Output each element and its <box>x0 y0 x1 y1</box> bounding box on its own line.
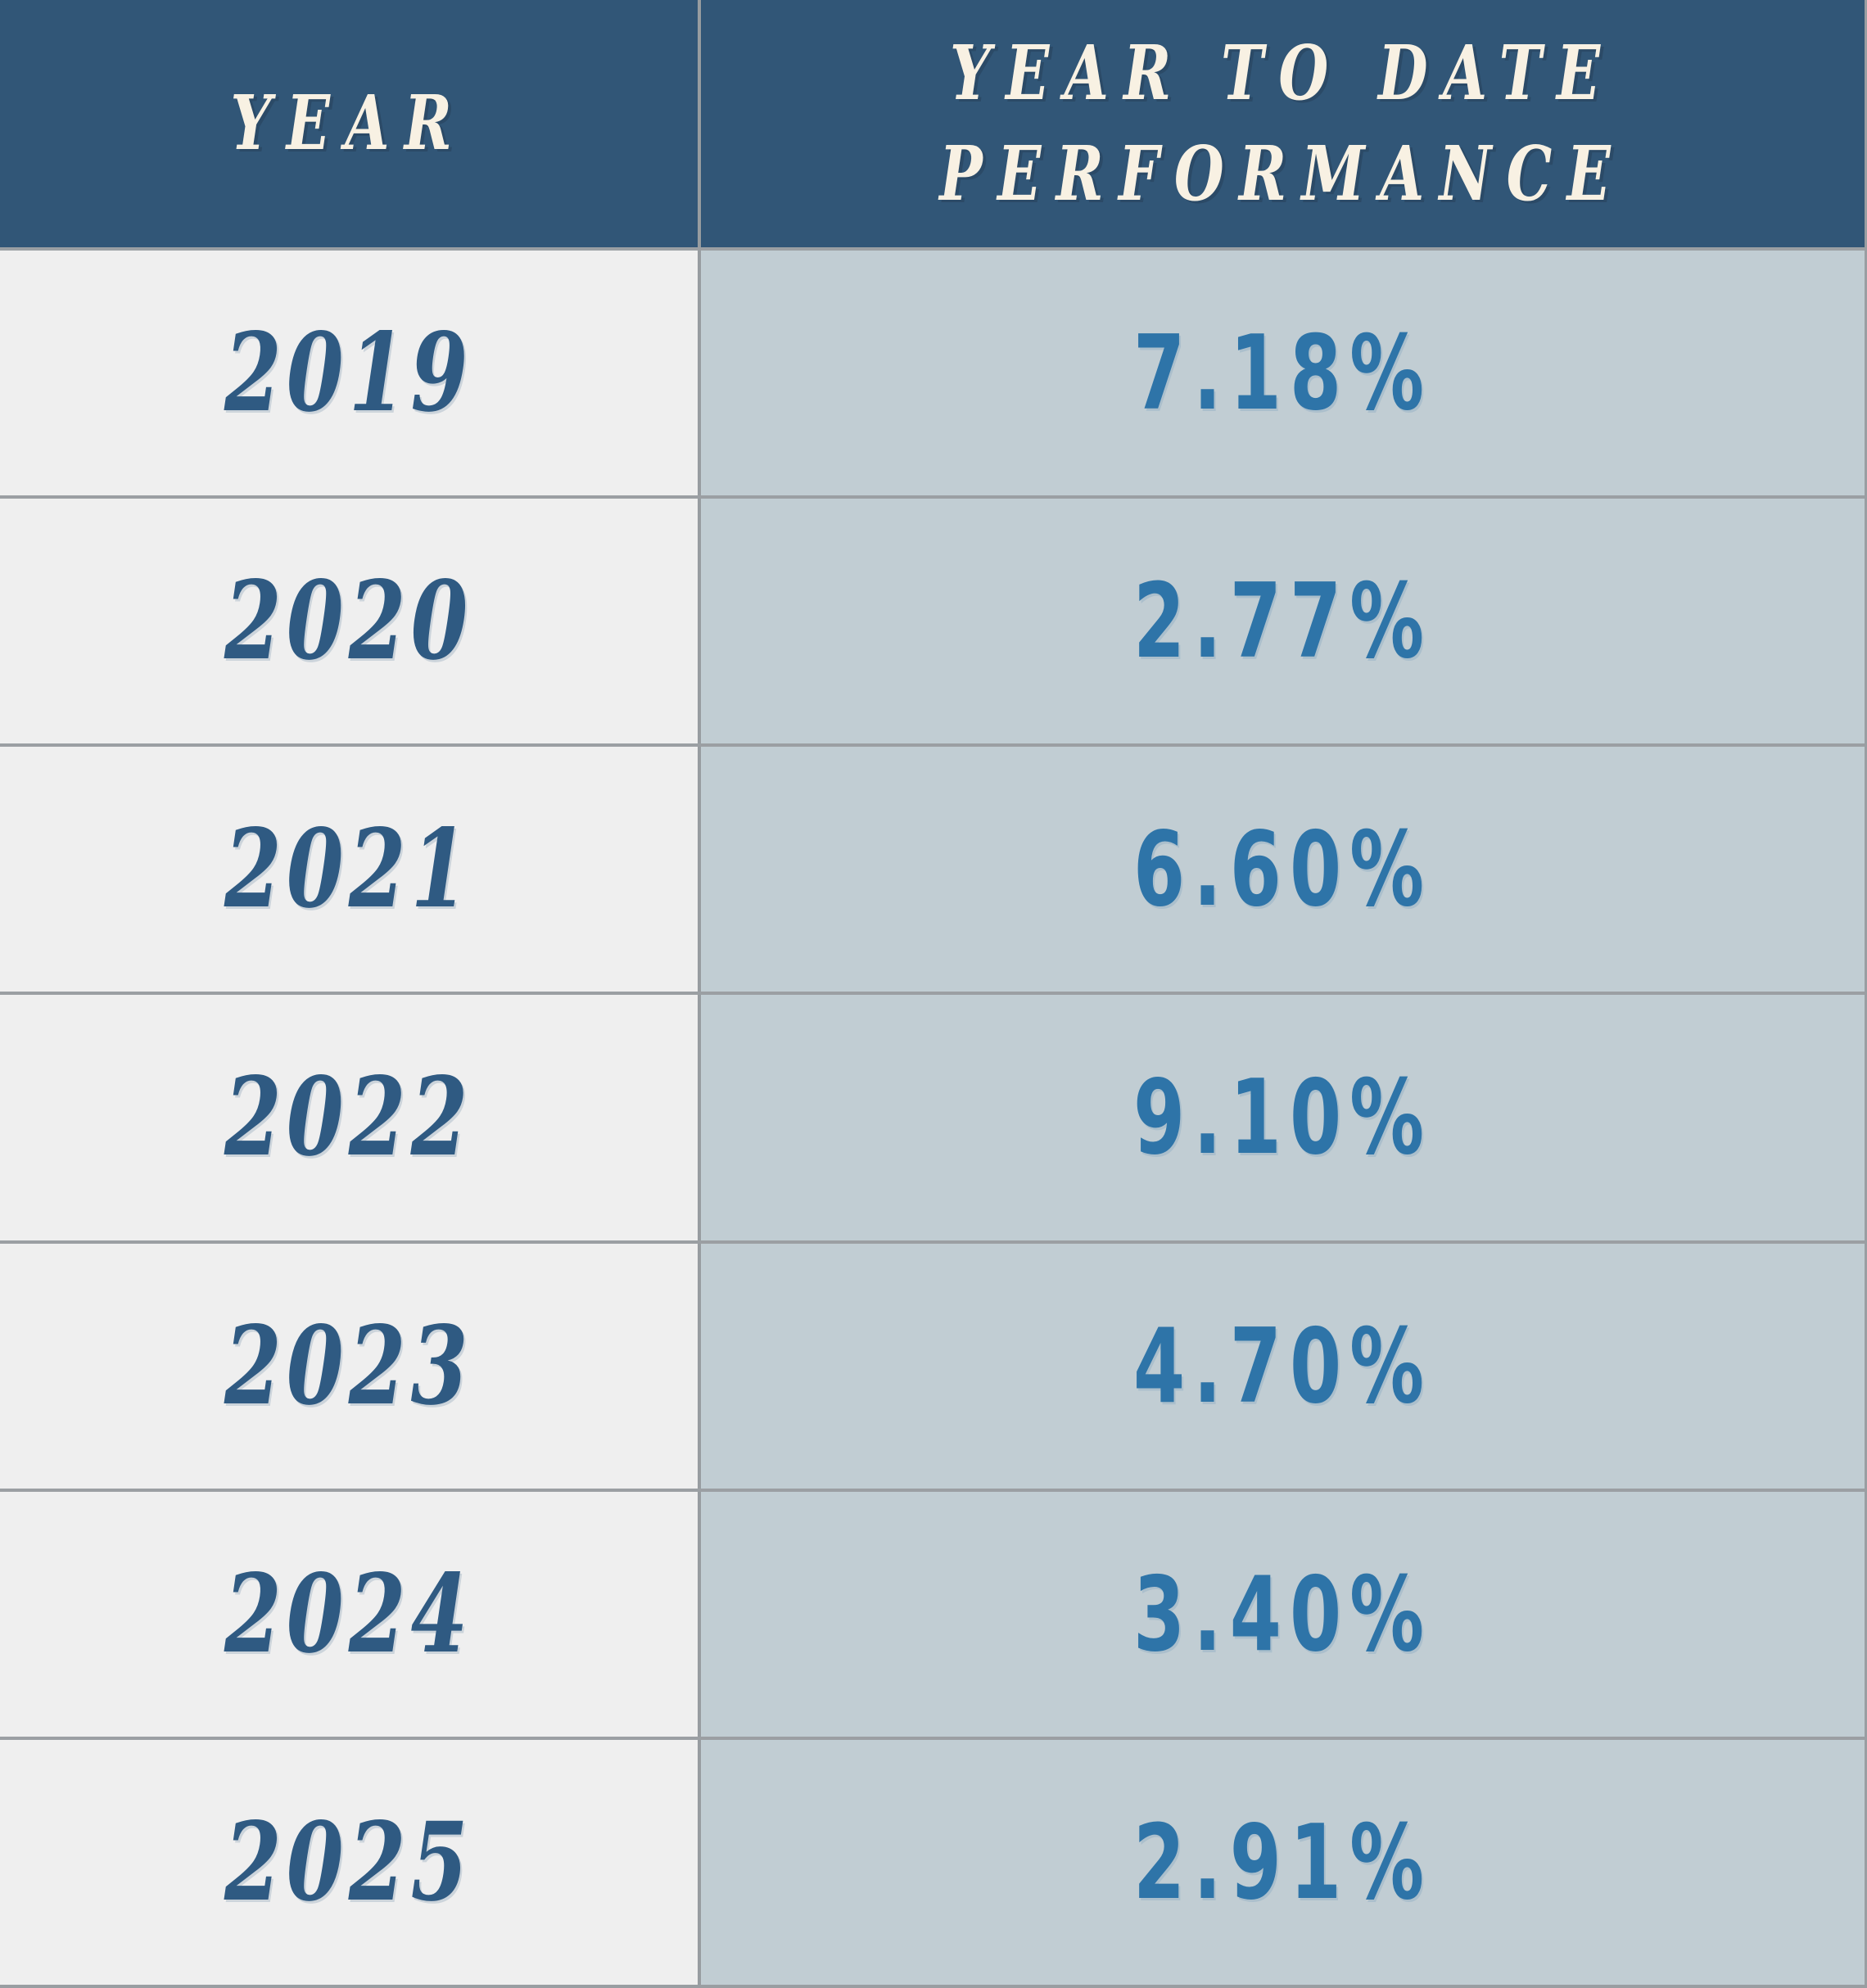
year-value: 2020 <box>224 558 473 685</box>
performance-header-line1: YEAR TO DATE <box>950 28 1616 117</box>
performance-value: 9.10% <box>1132 1057 1433 1178</box>
performance-value: 2.77% <box>1132 561 1433 682</box>
performance-cell: 4.70% <box>698 1243 1865 1489</box>
performance-cell: 2.91% <box>698 1739 1865 1985</box>
performance-cell: 2.77% <box>698 499 1865 744</box>
table-row: 2025 2.91% <box>0 1736 1865 1985</box>
performance-value: 6.60% <box>1132 809 1433 930</box>
performance-column-header-label: YEAR TO DATE PERFORMANCE <box>940 23 1626 225</box>
performance-value: 7.18% <box>1132 313 1433 434</box>
year-cell: 2024 <box>0 1491 698 1737</box>
performance-value: 3.40% <box>1132 1553 1433 1674</box>
table-row: 2021 6.60% <box>0 743 1865 992</box>
performance-cell: 7.18% <box>698 251 1865 496</box>
year-cell: 2019 <box>0 251 698 496</box>
table-row: 2019 7.18% <box>0 247 1865 496</box>
performance-value: 4.70% <box>1132 1305 1433 1426</box>
year-value: 2021 <box>224 806 473 933</box>
year-column-header-label: YEAR <box>230 79 468 168</box>
performance-cell: 3.40% <box>698 1491 1865 1737</box>
table-header-row: YEAR YEAR TO DATE PERFORMANCE <box>0 0 1865 247</box>
year-cell: 2020 <box>0 499 698 744</box>
year-cell: 2022 <box>0 995 698 1240</box>
performance-column-header-cell: YEAR TO DATE PERFORMANCE <box>698 0 1865 247</box>
year-cell: 2021 <box>0 747 698 992</box>
performance-value: 2.91% <box>1132 1801 1433 1922</box>
year-cell: 2023 <box>0 1243 698 1489</box>
performance-header-line2: PERFORMANCE <box>939 129 1626 218</box>
year-value: 2025 <box>224 1798 473 1926</box>
table-row: 2024 3.40% <box>0 1488 1865 1737</box>
year-value: 2019 <box>224 309 473 437</box>
year-cell: 2025 <box>0 1739 698 1985</box>
table-row: 2022 9.10% <box>0 992 1865 1240</box>
table-row: 2023 4.70% <box>0 1240 1865 1489</box>
year-value: 2023 <box>224 1302 473 1430</box>
year-value: 2022 <box>224 1054 473 1182</box>
year-column-header-cell: YEAR <box>0 0 698 247</box>
performance-cell: 9.10% <box>698 995 1865 1240</box>
table-row: 2020 2.77% <box>0 495 1865 744</box>
year-value: 2024 <box>224 1550 473 1678</box>
performance-cell: 6.60% <box>698 747 1865 992</box>
